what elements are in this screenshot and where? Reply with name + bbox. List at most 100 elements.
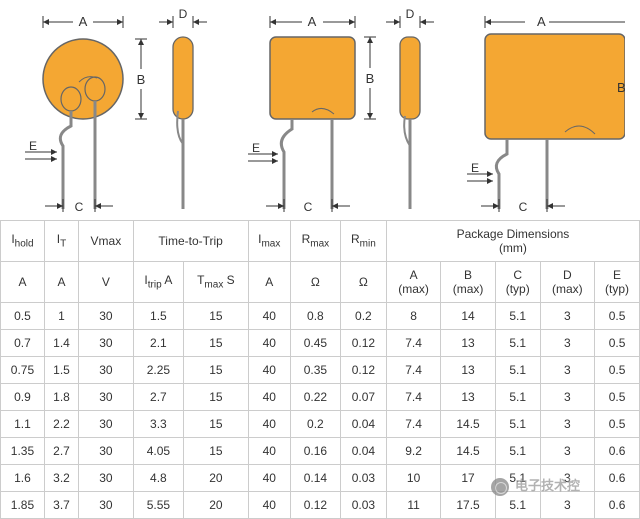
svg-text:A: A xyxy=(537,14,546,29)
table-cell: 0.2 xyxy=(340,303,386,330)
table-cell: 40 xyxy=(248,330,290,357)
table-cell: 2.2 xyxy=(44,411,78,438)
table-cell: 0.5 xyxy=(595,357,640,384)
table-cell: 30 xyxy=(79,357,133,384)
table-cell: 0.2 xyxy=(290,411,340,438)
svg-text:E: E xyxy=(29,139,37,153)
table-cell: 3 xyxy=(540,411,594,438)
table-cell: 7.4 xyxy=(386,411,440,438)
table-cell: 40 xyxy=(248,357,290,384)
table-cell: 0.04 xyxy=(340,438,386,465)
table-cell: 20 xyxy=(184,492,248,519)
table-cell: 4.8 xyxy=(133,465,184,492)
col-group-header: Vmax xyxy=(79,221,133,262)
table-cell: 30 xyxy=(79,438,133,465)
table-cell: 14.5 xyxy=(441,411,495,438)
col-unit-header: A xyxy=(248,262,290,303)
table-row: 0.91.8302.715400.220.077.4135.130.5 xyxy=(1,384,640,411)
table-cell: 5.1 xyxy=(495,492,540,519)
table-header: IholdITVmaxTime-to-TripImaxRmaxRminPacka… xyxy=(1,221,640,303)
table-cell: 11 xyxy=(386,492,440,519)
svg-text:E: E xyxy=(471,161,479,175)
table-cell: 15 xyxy=(184,330,248,357)
table-cell: 2.7 xyxy=(133,384,184,411)
table-cell: 15 xyxy=(184,384,248,411)
col-group-header: Ihold xyxy=(1,221,45,262)
col-unit-header: E(typ) xyxy=(595,262,640,303)
table-cell: 0.12 xyxy=(340,357,386,384)
table-cell: 5.55 xyxy=(133,492,184,519)
table-cell: 0.12 xyxy=(340,330,386,357)
table-row: 1.853.7305.5520400.120.031117.55.130.6 xyxy=(1,492,640,519)
table-row: 0.71.4302.115400.450.127.4135.130.5 xyxy=(1,330,640,357)
table-cell: 30 xyxy=(79,303,133,330)
col-group-header: Imax xyxy=(248,221,290,262)
table-cell: 1.1 xyxy=(1,411,45,438)
table-cell: 1.6 xyxy=(1,465,45,492)
table-cell: 10 xyxy=(386,465,440,492)
table-cell: 5.1 xyxy=(495,465,540,492)
table-cell: 1.5 xyxy=(44,357,78,384)
table-cell: 1.8 xyxy=(44,384,78,411)
package-diagrams: A B xyxy=(0,0,640,220)
table-cell: 4.05 xyxy=(133,438,184,465)
table-cell: 40 xyxy=(248,303,290,330)
svg-text:C: C xyxy=(74,200,83,214)
svg-text:C: C xyxy=(519,200,528,214)
svg-text:A: A xyxy=(78,14,87,29)
table-cell: 7.4 xyxy=(386,330,440,357)
diagram-rect-2: A B E xyxy=(465,4,625,212)
table-cell: 13 xyxy=(441,357,495,384)
table-cell: 17 xyxy=(441,465,495,492)
table-cell: 3 xyxy=(540,303,594,330)
table-cell: 2.1 xyxy=(133,330,184,357)
table-cell: 30 xyxy=(79,465,133,492)
table-cell: 40 xyxy=(248,438,290,465)
diagram-disc: A B xyxy=(15,4,215,212)
col-group-header: IT xyxy=(44,221,78,262)
table-cell: 0.03 xyxy=(340,492,386,519)
col-unit-header: Ω xyxy=(340,262,386,303)
table-cell: 3.3 xyxy=(133,411,184,438)
table-cell: 0.12 xyxy=(290,492,340,519)
table-cell: 3.7 xyxy=(44,492,78,519)
table-cell: 3 xyxy=(540,465,594,492)
table-cell: 40 xyxy=(248,384,290,411)
col-unit-header: A xyxy=(44,262,78,303)
table-cell: 5.1 xyxy=(495,357,540,384)
col-unit-header: A(max) xyxy=(386,262,440,303)
table-cell: 14 xyxy=(441,303,495,330)
table-cell: 0.5 xyxy=(595,411,640,438)
table-cell: 0.07 xyxy=(340,384,386,411)
table-cell: 5.1 xyxy=(495,330,540,357)
table-cell: 30 xyxy=(79,330,133,357)
col-unit-header: Ω xyxy=(290,262,340,303)
col-unit-header: C(typ) xyxy=(495,262,540,303)
table-cell: 1.85 xyxy=(1,492,45,519)
diagram-rect-1: A B E xyxy=(240,4,440,212)
table-cell: 5.1 xyxy=(495,411,540,438)
table-cell: 15 xyxy=(184,357,248,384)
table-cell: 30 xyxy=(79,492,133,519)
col-group-header: Time-to-Trip xyxy=(133,221,248,262)
svg-text:B: B xyxy=(617,80,625,95)
col-unit-header: D(max) xyxy=(540,262,594,303)
table-cell: 0.35 xyxy=(290,357,340,384)
col-unit-header: Tmax S xyxy=(184,262,248,303)
table-cell: 9.2 xyxy=(386,438,440,465)
table-cell: 1.5 xyxy=(133,303,184,330)
table-cell: 0.8 xyxy=(290,303,340,330)
table-cell: 3 xyxy=(540,492,594,519)
table-row: 0.51301.515400.80.28145.130.5 xyxy=(1,303,640,330)
table-cell: 0.16 xyxy=(290,438,340,465)
col-group-header: Package Dimensions(mm) xyxy=(386,221,639,262)
table-cell: 15 xyxy=(184,438,248,465)
table-row: 0.751.5302.2515400.350.127.4135.130.5 xyxy=(1,357,640,384)
table-cell: 17.5 xyxy=(441,492,495,519)
table-cell: 3 xyxy=(540,330,594,357)
svg-text:D: D xyxy=(406,7,415,21)
svg-text:A: A xyxy=(308,14,317,29)
table-cell: 7.4 xyxy=(386,384,440,411)
table-cell: 0.6 xyxy=(595,465,640,492)
table-cell: 30 xyxy=(79,384,133,411)
